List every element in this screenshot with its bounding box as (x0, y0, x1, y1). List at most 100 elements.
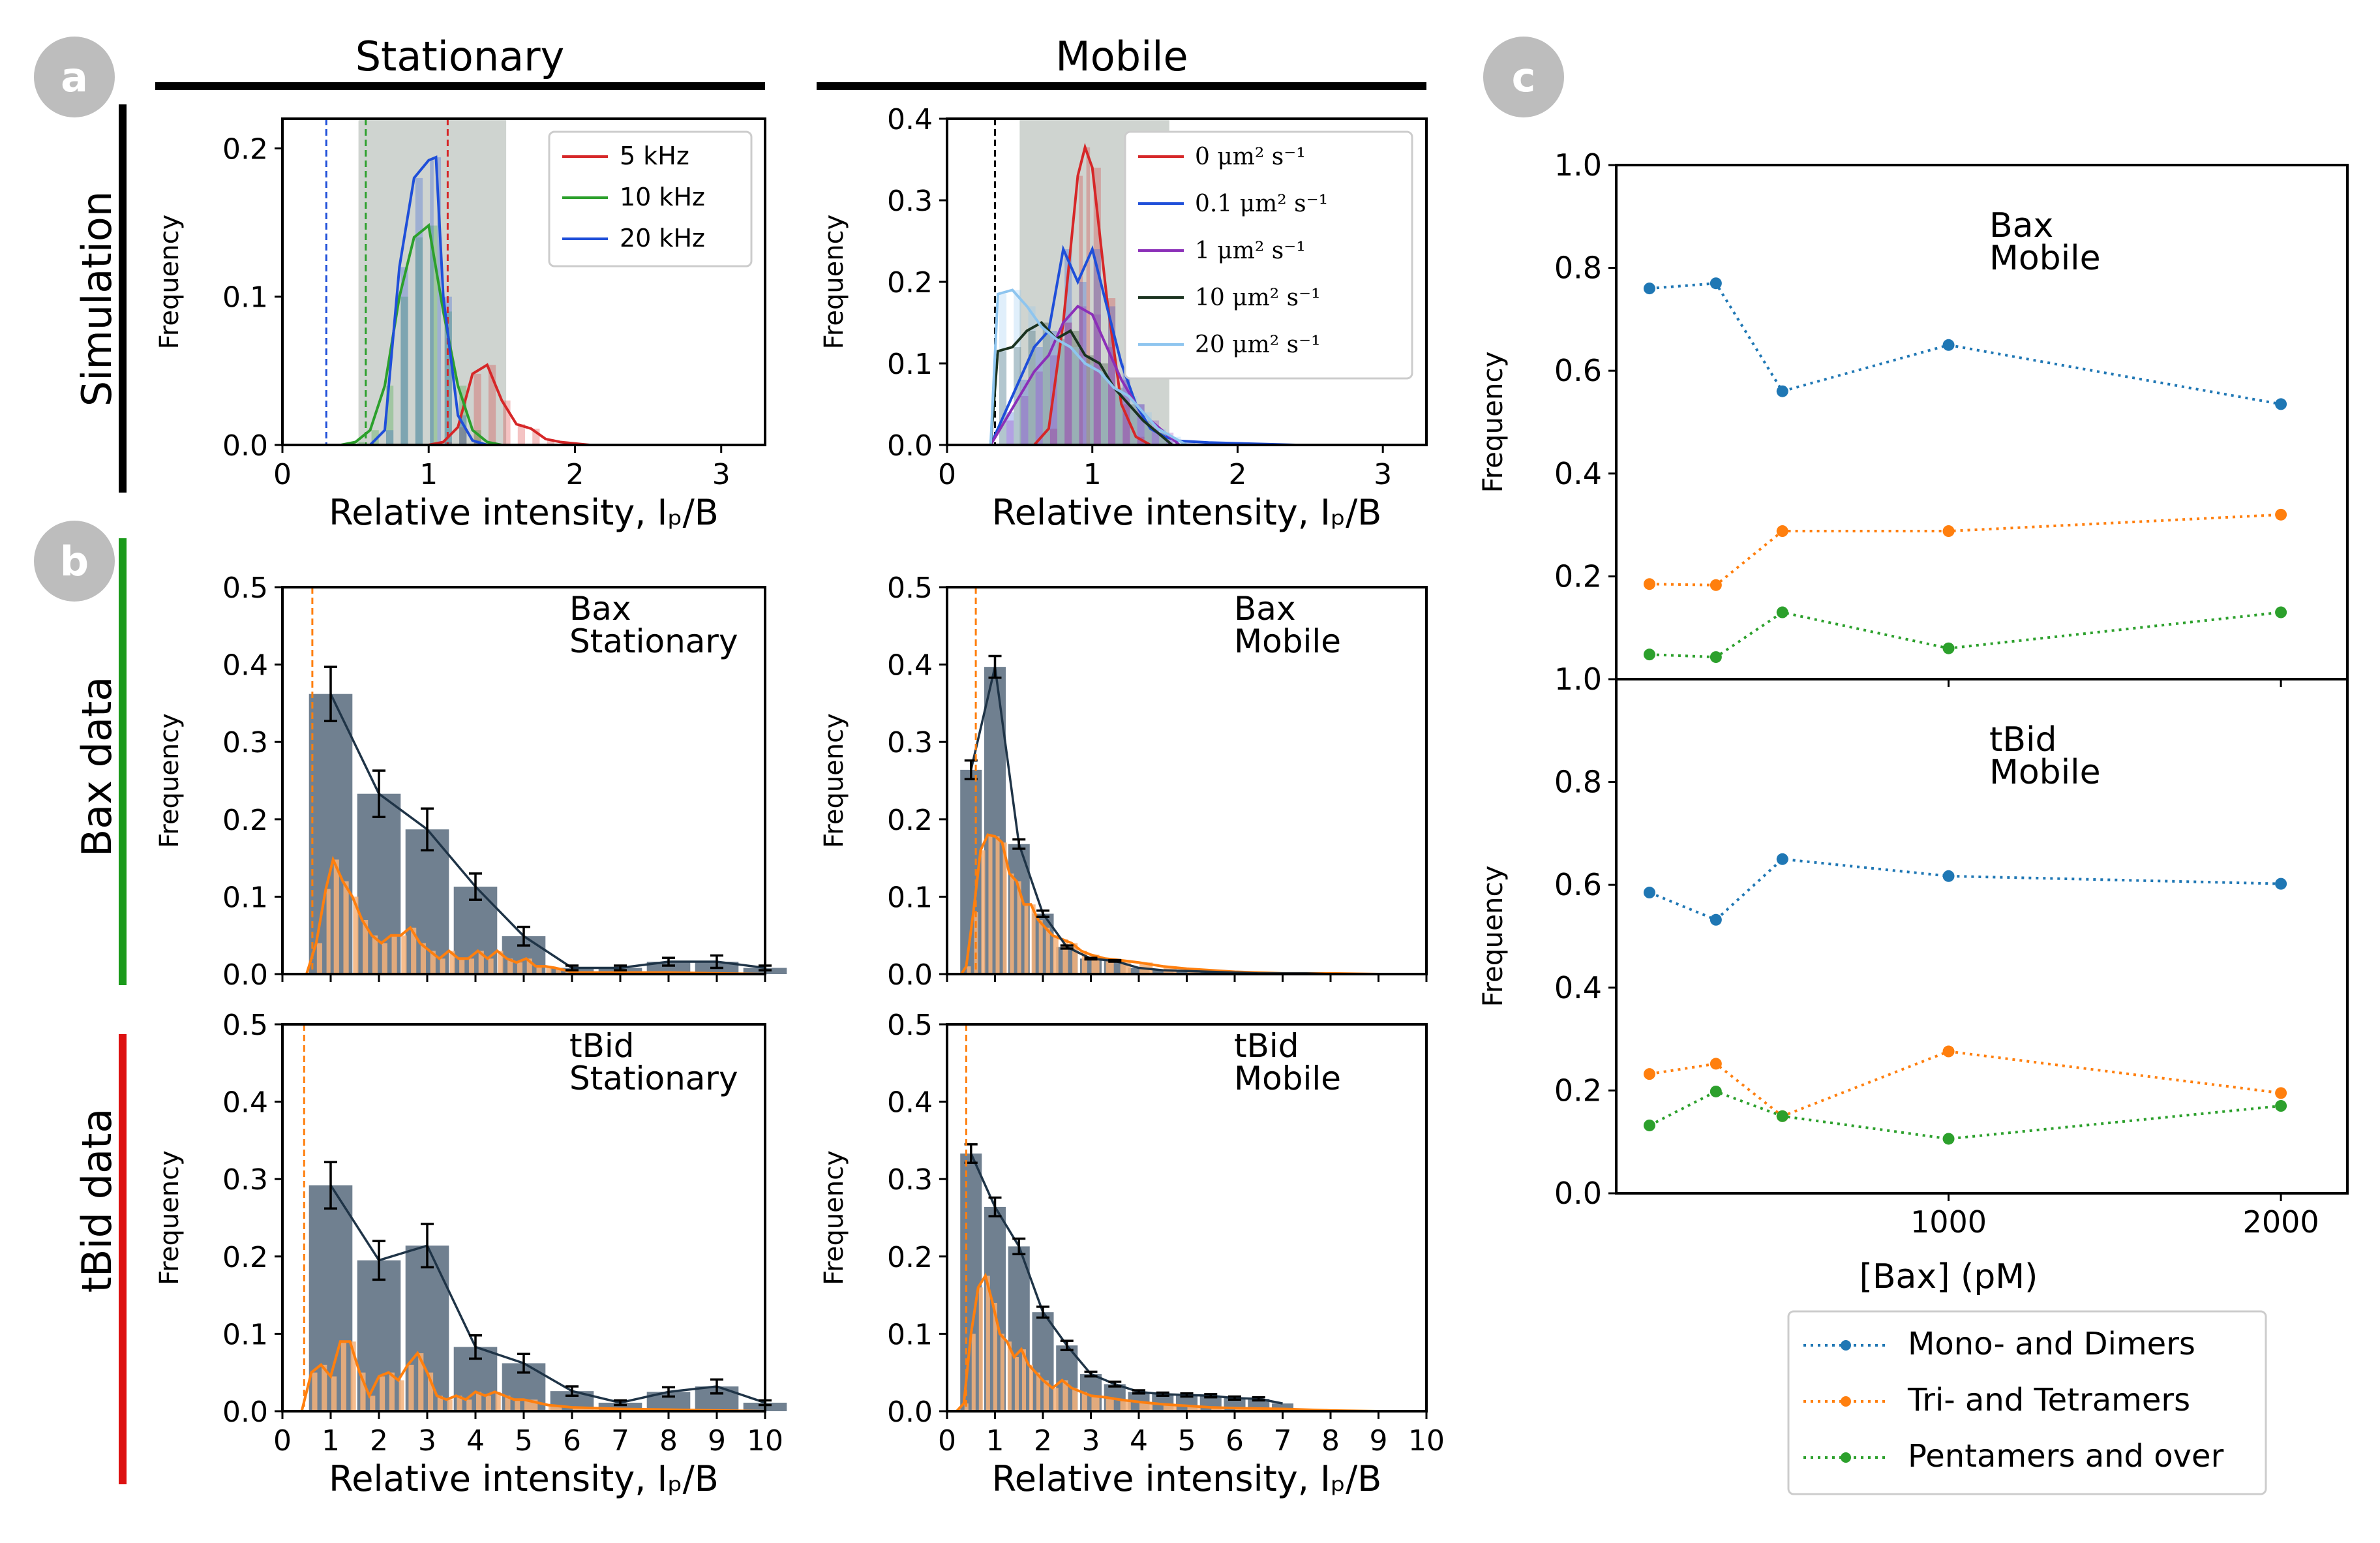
series-line (1033, 142, 1151, 446)
data-point (1710, 913, 1722, 926)
orange-bar (971, 1334, 976, 1411)
bar (1008, 1246, 1030, 1411)
plot-layer: 0 1 2 3 0.0 0.1 0.2 0.3 0.4 Frequency Relative int… (819, 103, 1428, 533)
y-tick-label: 0.0 (887, 1396, 933, 1429)
data-point (1942, 1045, 1955, 1058)
y-tick-label: 0.3 (887, 1163, 933, 1197)
bar (984, 667, 1006, 974)
x-tick-label: 4 (466, 1424, 485, 1458)
sim-bar (1130, 404, 1137, 445)
sim-bar (474, 373, 481, 445)
panel-label-a: a (34, 37, 115, 117)
bar (646, 962, 691, 974)
x-tick-label: 0 (273, 458, 292, 491)
annotation-line-1: tBid (1989, 720, 2057, 759)
y-tick-label: 0.0 (222, 958, 268, 992)
orange-bar (1120, 1399, 1131, 1411)
y-axis-label: Frequency (819, 215, 849, 350)
data-point (2275, 508, 2287, 521)
orange-bar (986, 1276, 990, 1411)
x-tick-label: 2 (1034, 1424, 1052, 1458)
series-line (1649, 611, 2282, 659)
orange-bar (993, 1302, 997, 1411)
data-point (2275, 606, 2287, 619)
y-tick-label: 0.2 (222, 804, 268, 837)
x-tick-label: 3 (712, 458, 731, 491)
legend-c-marker-tri (1841, 1396, 1851, 1407)
x-tick-label: 1 (986, 1424, 1004, 1458)
data-point (1776, 1110, 1788, 1122)
sim-bar (1028, 331, 1036, 445)
orange-bar (978, 1287, 983, 1411)
sim-bar (1014, 290, 1021, 445)
orange-bar (418, 1353, 424, 1411)
orange-bar (517, 962, 523, 974)
y-tick-label: 0.5 (887, 1009, 933, 1042)
y-tick-label: 1.0 (1554, 147, 1602, 183)
y-tick-label: 0.1 (222, 881, 268, 914)
orange-bar (988, 834, 993, 974)
x-tick-label: 6 (1226, 1424, 1244, 1458)
orange-bar (1091, 1396, 1100, 1411)
data-point (1643, 649, 1655, 661)
y-tick-label: 0.4 (887, 1086, 933, 1120)
data-point (2275, 878, 2287, 890)
sim-bar (1064, 322, 1072, 445)
chart-tbid-mobile: 0 1 2 3 4 5 6 7 8 9 10 0.0 0.1 0.2 0.3 0.4 0.5 Frequency R… (819, 1009, 1445, 1499)
sim-bar (1122, 363, 1130, 445)
panel-label-a-circle (34, 37, 115, 117)
annotation-line-1: Bax (569, 590, 631, 628)
y-tick-label: 0.4 (1554, 456, 1602, 491)
row-bar-bax (119, 538, 127, 985)
sim-bar (1100, 363, 1108, 445)
sim-bar (1115, 388, 1123, 445)
sim-bar (1042, 326, 1050, 445)
x-tick-label: 2 (370, 1424, 388, 1458)
orange-bar (360, 1372, 366, 1411)
sim-bar (999, 294, 1007, 445)
legend-label-20khz: 20 kHz (620, 224, 705, 252)
plot-layer: 0 1 2 3 0.0 0.1 0.2 Frequency Relative intensity… (155, 117, 766, 533)
sim-bar (400, 296, 408, 445)
sim-bar (1086, 363, 1094, 445)
orange-bar (350, 1341, 356, 1411)
orange-bar (430, 951, 436, 974)
x-tick-label: 0 (938, 1424, 956, 1458)
sim-bar (385, 430, 394, 445)
orange-bar (573, 1407, 599, 1411)
sim-bar (400, 267, 408, 445)
y-tick-label: 0.8 (1554, 251, 1602, 286)
orange-bar (1007, 1341, 1012, 1411)
sim-bar (488, 365, 496, 445)
y-tick-label: 0.0 (887, 429, 933, 463)
orange-bar (1014, 1356, 1019, 1411)
orange-bar (391, 935, 397, 974)
y-tick-label: 0.1 (222, 1318, 268, 1351)
sim-bar (1086, 147, 1091, 445)
y-tick-label: 0.4 (222, 1086, 268, 1120)
data-point (1942, 870, 1955, 882)
annotation-line-1: Bax (1234, 590, 1296, 628)
x-tick-label: 3 (1374, 458, 1392, 491)
legend-c-label-penta: Pentamers and over (1908, 1438, 2224, 1474)
x-tick-label: 2 (565, 458, 584, 491)
data-point (2275, 1100, 2287, 1112)
y-tick-label: 0.4 (887, 649, 933, 682)
orange-bar (447, 1399, 453, 1411)
x-tick-label: 2000 (2243, 1204, 2319, 1240)
data-point (1643, 1068, 1655, 1080)
data-point (2275, 398, 2287, 410)
bar (960, 1153, 982, 1411)
sim-bar (1144, 412, 1152, 445)
series-line (1649, 513, 2282, 587)
column-title-stationary: Stationary (355, 33, 565, 80)
y-tick-label: 0.1 (887, 348, 933, 381)
sim-bar (1093, 168, 1101, 445)
sim-bar (1144, 420, 1152, 445)
series-line (340, 222, 502, 446)
data-point (1942, 642, 1955, 654)
orange-bar (353, 896, 359, 974)
y-axis-label: Frequency (155, 215, 185, 350)
data-point (1710, 1058, 1722, 1070)
chart-sim-mobile: 0 1 2 3 0.0 0.1 0.2 0.3 0.4 Frequency Relative int… (819, 103, 1428, 533)
